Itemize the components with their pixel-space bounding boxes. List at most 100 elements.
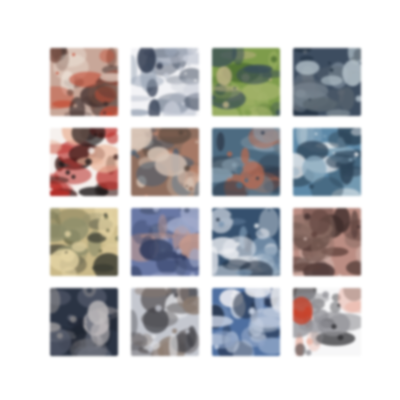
tile-blob <box>353 48 361 60</box>
tile-blob <box>106 132 118 144</box>
image-tile <box>50 288 118 356</box>
tile-blob <box>50 48 62 63</box>
tile-speck <box>252 111 259 116</box>
tile-blob <box>253 128 280 143</box>
tile-speck <box>131 149 137 156</box>
tile-speck <box>55 71 59 75</box>
image-tile <box>212 208 280 276</box>
tile-blob <box>69 97 86 116</box>
tile-speck <box>257 231 261 235</box>
tile-blob <box>98 213 116 238</box>
tile-speck <box>259 341 265 347</box>
tile-blob <box>298 319 337 333</box>
image-tile-graphic <box>293 208 361 276</box>
tile-speck <box>322 291 329 298</box>
tile-speck <box>348 158 353 162</box>
tile-blob <box>315 331 356 346</box>
tile-blob <box>216 132 225 152</box>
tile-blob <box>293 167 300 177</box>
image-tile <box>212 128 280 196</box>
tile-blob <box>302 96 337 112</box>
tile-speck <box>329 68 334 72</box>
tile-speck <box>254 223 260 229</box>
tile-speck <box>307 255 312 261</box>
tile-speck <box>267 208 271 212</box>
tile-speck <box>354 152 359 157</box>
tile-speck <box>358 342 361 348</box>
tile-speck <box>313 105 318 110</box>
image-tile-graphic <box>50 288 118 356</box>
tile-blob <box>235 269 253 276</box>
image-tile <box>293 208 361 276</box>
tile-speck <box>156 62 163 70</box>
tile-speck <box>88 147 95 154</box>
tile-blob <box>293 296 313 325</box>
tile-speck <box>303 237 307 241</box>
tile-speck <box>317 252 322 257</box>
image-tile-graphic <box>212 288 280 356</box>
tile-speck <box>332 152 336 155</box>
tile-speck <box>233 87 236 90</box>
tile-speck <box>176 248 182 255</box>
tile-blob <box>295 60 320 75</box>
tile-speck <box>194 225 199 231</box>
tile-blob <box>183 82 199 99</box>
image-tile <box>212 48 280 116</box>
tile-blob <box>255 228 270 239</box>
tile-speck <box>305 349 312 356</box>
tile-blob <box>150 272 182 276</box>
tile-speck <box>269 78 272 82</box>
image-tile-graphic <box>131 128 199 196</box>
tile-blob <box>164 48 177 57</box>
tile-speck <box>103 213 108 217</box>
tile-speck <box>181 255 187 261</box>
tile-speck <box>106 112 113 116</box>
tile-blob <box>212 330 237 349</box>
tile-speck <box>230 214 236 220</box>
tile-speck <box>178 130 184 136</box>
tile-speck <box>212 95 216 100</box>
tile-speck <box>227 151 233 157</box>
tile-blob <box>182 296 199 315</box>
tile-speck <box>115 235 118 242</box>
tile-blob <box>142 307 169 334</box>
tile-blob <box>99 49 115 63</box>
tile-speck <box>194 79 197 82</box>
tile-blob <box>326 154 356 169</box>
tile-speck <box>73 103 78 108</box>
tile-speck <box>231 162 237 168</box>
tile-blob <box>99 72 118 82</box>
tile-speck <box>107 314 112 318</box>
image-tile <box>293 48 361 116</box>
tile-speck <box>331 323 337 330</box>
tile-speck <box>317 244 320 247</box>
tile-speck <box>303 213 311 220</box>
tile-speck <box>236 166 244 173</box>
tile-speck <box>99 317 104 322</box>
tile-blob <box>342 59 361 87</box>
tile-blob <box>137 48 156 74</box>
tile-blob <box>295 343 306 356</box>
tile-speck <box>103 101 109 107</box>
tile-speck <box>236 242 240 246</box>
tile-speck <box>66 89 74 96</box>
tile-blob <box>244 288 272 298</box>
tile-speck <box>140 330 146 336</box>
tile-blob <box>71 128 106 147</box>
tile-blob <box>240 161 265 190</box>
tile-speck <box>337 334 344 341</box>
image-tile <box>131 128 199 196</box>
image-tile-graphic <box>50 48 118 116</box>
tile-blob <box>182 52 199 65</box>
tile-blob <box>337 288 361 313</box>
tile-blob <box>346 260 361 276</box>
tile-speck <box>231 294 235 298</box>
image-tile <box>293 128 361 196</box>
tile-blob <box>131 332 148 351</box>
tile-speck <box>189 272 196 276</box>
tile-speck <box>140 103 144 107</box>
image-tile-graphic <box>50 208 118 276</box>
image-tile <box>50 208 118 276</box>
tile-speck <box>244 109 252 116</box>
image-tile-graphic <box>293 48 361 116</box>
